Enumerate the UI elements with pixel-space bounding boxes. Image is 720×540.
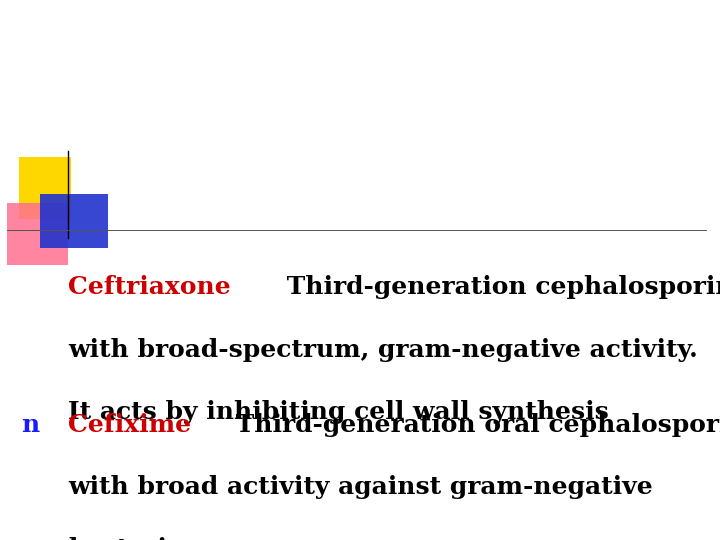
Text: n: n: [22, 413, 40, 437]
Text: It acts by inhibiting cell wall synthesis: It acts by inhibiting cell wall synthesi…: [68, 400, 609, 423]
Bar: [19, 157, 71, 219]
Bar: [7, 202, 68, 265]
Text: with broad-spectrum, gram-negative activity.: with broad-spectrum, gram-negative activ…: [68, 338, 698, 361]
Text: Cefixime: Cefixime: [68, 413, 192, 437]
Text: with broad activity against gram-negative: with broad activity against gram-negativ…: [68, 475, 653, 499]
Bar: [40, 194, 108, 248]
Text: Third-generation oral cephalosporin: Third-generation oral cephalosporin: [228, 413, 720, 437]
Text: Ceftriaxone: Ceftriaxone: [68, 275, 231, 299]
Text: bacteria.: bacteria.: [68, 537, 192, 540]
Text: Third-generation cephalosporin: Third-generation cephalosporin: [279, 275, 720, 299]
